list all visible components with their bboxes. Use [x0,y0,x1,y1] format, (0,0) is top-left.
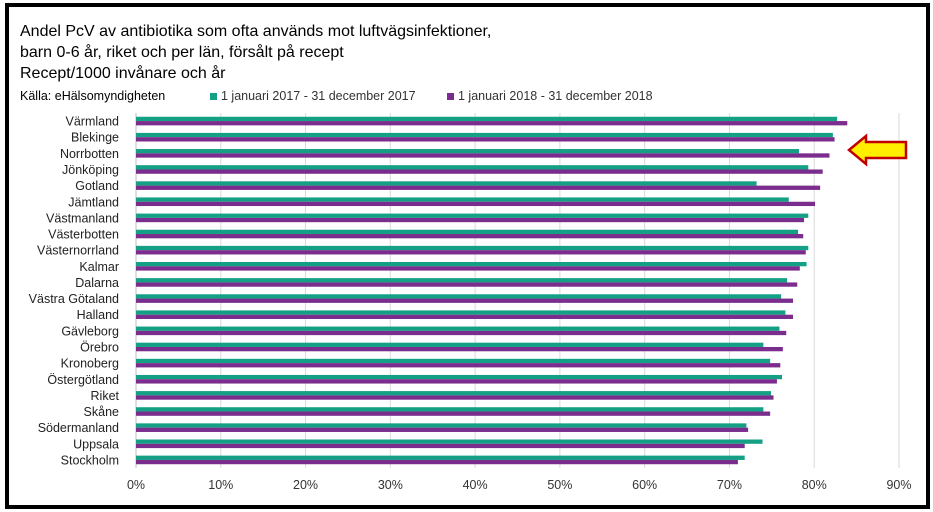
bar [136,395,774,400]
category-label: Östergötland [47,373,119,387]
bar [136,358,771,364]
category-label: Gävleborg [61,324,119,338]
chart-source: Källa: eHälsomyndigheten [20,89,166,103]
legend-swatch-2018 [447,92,454,100]
bar [136,185,821,190]
legend-swatch-2017 [210,92,217,100]
category-label: Västernorrland [37,244,119,258]
category-label: Uppsala [73,437,119,451]
category-label: Jämtland [68,195,119,209]
bar [136,427,749,432]
legend-item-2017: 1 januari 2017 - 31 december 2017 [210,89,416,103]
category-label: Örebro [80,340,119,354]
category-label: Blekinge [71,131,119,145]
bar [136,298,794,303]
arrow-icon [847,133,908,167]
bar [136,326,780,331]
bar [136,229,799,235]
bar [136,407,764,412]
x-tick-label: 70% [717,478,742,492]
category-label: Gotland [75,179,119,193]
bar [136,197,789,202]
bar [136,330,787,336]
bar [136,165,809,170]
bar [136,346,783,352]
legend-label-2017: 1 januari 2017 - 31 december 2017 [221,89,416,103]
chart-title-line-3: Recept/1000 invånare och år [20,65,226,82]
category-label: Södermanland [38,421,119,435]
bar [136,455,745,460]
bar [136,379,777,384]
bar [136,153,830,158]
x-tick-label: 20% [293,478,318,492]
category-label: Västmanland [46,211,119,225]
category-label: Dalarna [75,276,119,290]
category-label: Skåne [84,405,119,419]
bar [136,132,833,138]
category-label: Halland [77,308,119,322]
legend-label-2018: 1 januari 2018 - 31 december 2018 [458,89,653,103]
x-tick-label: 50% [547,478,572,492]
x-tick-label: 40% [463,478,488,492]
category-label: Västra Götaland [29,292,119,306]
bar [136,294,782,299]
bar [136,121,848,126]
x-tick-label: 30% [378,478,403,492]
bar [136,411,771,416]
chart-title-line-1: Andel PcV av antibiotika som ofta använd… [20,23,492,40]
bar [136,278,788,283]
category-label: Norrbotten [60,147,119,161]
category-label: Stockholm [61,453,119,467]
bar [136,374,783,380]
bar [136,137,835,142]
bar [136,266,800,271]
bar [136,116,838,122]
bar [136,250,806,255]
x-tick-label: 90% [886,478,911,492]
category-label: Jönköping [62,163,119,177]
bar [136,169,823,174]
category-label: Värmland [66,115,120,129]
category-label: Kalmar [79,260,119,274]
bar [136,234,804,239]
bar [136,149,799,154]
bar [136,282,798,287]
chart-title-line-2: barn 0-6 år, riket och per län, försålt … [20,44,344,61]
x-tick-label: 10% [208,478,233,492]
bar [136,310,786,315]
bar [136,181,757,186]
x-tick-label: 0% [127,478,145,492]
bar [136,363,781,368]
bar [136,439,763,444]
bar [136,217,805,223]
x-tick-label: 80% [802,478,827,492]
bar [136,459,738,465]
bar [136,201,816,207]
x-tick-label: 60% [632,478,657,492]
bar [136,213,809,218]
category-label: Västerbotten [48,228,119,242]
bar [136,342,764,347]
legend-item-2018: 1 januari 2018 - 31 december 2018 [447,89,653,103]
category-label: Kronoberg [61,357,119,371]
bar [136,261,807,267]
bar [136,443,745,449]
bar [136,245,809,251]
bar [136,391,771,396]
bar [136,423,747,428]
bar [136,314,794,320]
category-label: Riket [91,389,120,403]
